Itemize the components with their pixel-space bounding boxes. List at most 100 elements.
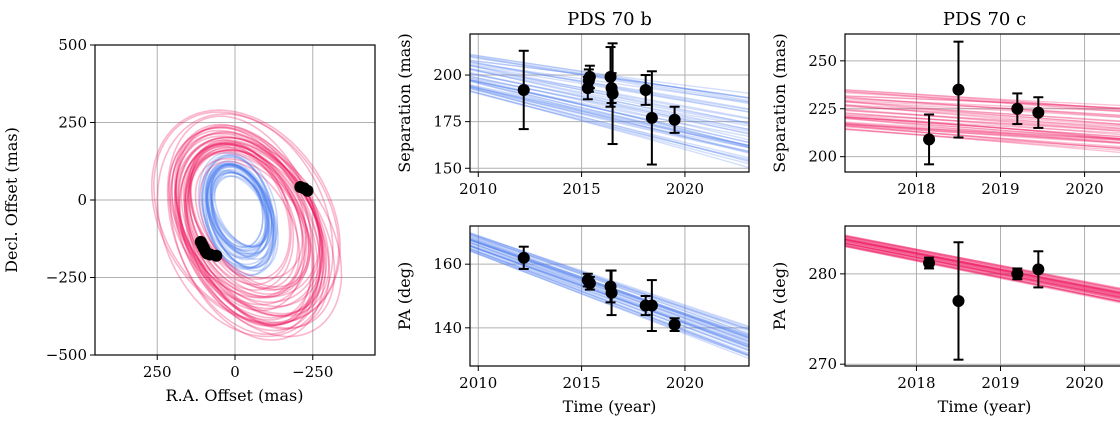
orbit-b-track	[205, 163, 273, 255]
model-track	[845, 104, 1120, 126]
orbit-c-track	[176, 136, 323, 319]
x-tick-label: 2020	[666, 180, 704, 198]
model-track	[845, 116, 1120, 141]
model-track	[845, 128, 1120, 149]
orbit-c-track	[175, 135, 330, 318]
orbit-c-track	[184, 149, 328, 315]
x-tick-label: 2018	[897, 180, 935, 198]
model-track	[845, 238, 1120, 294]
orbit-b-track	[204, 160, 277, 276]
model-track	[845, 96, 1120, 118]
model-track	[470, 247, 749, 355]
orbit-b-track	[201, 156, 275, 269]
model-track	[470, 87, 749, 163]
model-track	[845, 241, 1120, 299]
model-track	[470, 84, 749, 154]
orbit-b-track	[205, 164, 279, 272]
orbit-c-track	[177, 138, 336, 329]
orbit-b-track	[210, 171, 266, 259]
data-point	[583, 277, 596, 290]
model-track	[845, 116, 1120, 140]
orbit-c-track	[153, 111, 340, 324]
model-track	[470, 78, 749, 144]
model-track	[470, 79, 749, 147]
data-point	[639, 83, 652, 96]
model-track	[845, 242, 1120, 299]
y-tick-label: −250	[46, 269, 87, 287]
astrometry-point	[301, 184, 314, 197]
model-track	[845, 238, 1120, 295]
orbit-c-track	[185, 142, 315, 326]
orbit-b-track	[205, 162, 270, 252]
orbit-c-track	[167, 126, 324, 310]
grid-lines	[470, 34, 749, 172]
model-track	[845, 92, 1120, 112]
x-tick-label: 2010	[459, 180, 497, 198]
data-point	[645, 111, 658, 124]
model-track	[845, 112, 1120, 136]
panel-title: PDS 70 b	[567, 9, 652, 30]
model-track	[845, 237, 1120, 295]
model-track	[470, 246, 749, 352]
axes-frame	[844, 33, 1120, 173]
model-track	[845, 234, 1120, 289]
model-track	[845, 122, 1120, 144]
data-point	[606, 87, 619, 100]
model-track	[470, 90, 749, 161]
x-tick-label: −250	[292, 363, 333, 381]
plot-area	[470, 42, 749, 169]
pds70c-separation-panel: 2018 2019 2020 200 225 250 PDS 70 c Separation …	[770, 9, 1120, 198]
orbit-b-track	[202, 154, 273, 271]
model-track	[470, 79, 749, 149]
model-track	[845, 122, 1120, 145]
orbit-b-track	[200, 153, 275, 266]
model-track	[845, 116, 1120, 134]
model-track	[470, 88, 749, 159]
model-track	[845, 125, 1120, 150]
orbit-b-track	[207, 163, 269, 255]
orbit-c-track	[188, 146, 295, 291]
model-track	[845, 239, 1120, 294]
axes-frame	[469, 33, 750, 173]
orbit-c-track	[177, 136, 307, 299]
model-track	[845, 96, 1120, 117]
model-track	[470, 79, 749, 144]
data-point	[583, 70, 596, 83]
y-tick-label: 250	[808, 52, 837, 70]
model-track	[845, 114, 1120, 140]
model-track	[845, 240, 1120, 297]
orbit-c-track	[183, 144, 313, 327]
data-point	[1032, 263, 1045, 276]
data-point	[923, 133, 936, 146]
model-track	[845, 123, 1120, 141]
model-track	[845, 242, 1120, 298]
y-tick-label: 200	[433, 66, 462, 84]
plot-area	[845, 40, 1120, 166]
axes-frame	[844, 225, 1120, 367]
model-track	[470, 77, 749, 148]
orbit-b-track	[210, 171, 271, 249]
model-track	[845, 123, 1120, 140]
y-axis-label: Separation (mas)	[395, 33, 414, 172]
model-track	[845, 244, 1120, 300]
data-point	[952, 294, 965, 307]
y-tick-label: 500	[58, 36, 87, 54]
model-track	[845, 101, 1120, 119]
orbit-c-track	[173, 137, 343, 338]
x-tick-label: 2019	[981, 374, 1019, 392]
y-tick-label: 250	[58, 114, 87, 132]
model-track	[845, 109, 1120, 127]
model-track	[845, 245, 1120, 302]
orbit-c-track	[182, 142, 322, 317]
model-track	[845, 116, 1120, 138]
data-point	[1032, 106, 1045, 119]
x-tick-label: 2018	[897, 374, 935, 392]
orbit-c-track	[180, 143, 324, 308]
orbit-b-track	[201, 155, 273, 259]
y-tick-label: 280	[808, 265, 837, 283]
pds70c-pa-panel: 2018 2019 2020 270 280 Time (year) PA (deg)	[770, 225, 1120, 416]
model-track	[845, 99, 1120, 116]
y-tick-label: 160	[433, 255, 462, 273]
y-axis-label: PA (deg)	[770, 262, 789, 330]
